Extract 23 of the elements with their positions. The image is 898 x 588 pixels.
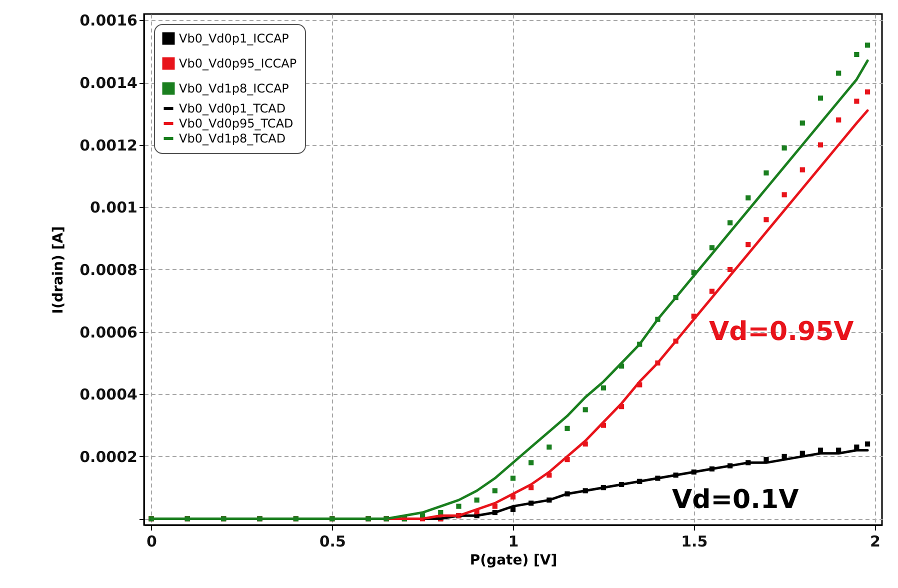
y-tick-label: 0.001 xyxy=(90,198,138,217)
legend-label: Vb0_Vd0p95_TCAD xyxy=(179,116,294,130)
y-tick-label: 0.0008 xyxy=(80,261,138,279)
y-axis-title: I(drain) [A] xyxy=(50,226,67,314)
y-tick-label: 0.0006 xyxy=(80,323,138,342)
legend-label: Vb0_Vd0p1_TCAD xyxy=(179,102,286,116)
y-tick-label: 0.0012 xyxy=(80,136,138,154)
x-tick-label: 1 xyxy=(508,532,519,550)
annotation: Vd=0.1V xyxy=(672,485,799,515)
x-axis-title: P(gate) [V] xyxy=(470,552,558,568)
x-tick-label: 1.5 xyxy=(681,532,708,550)
legend-label: Vb0_Vd1p8_TCAD xyxy=(179,132,286,146)
x-tick-label: 0 xyxy=(146,532,157,550)
legend-label: Vb0_Vd0p95_ICCAP xyxy=(179,56,297,70)
annotation: Vd=0.95V xyxy=(709,317,854,347)
legend-label: Vb0_Vd1p8_ICCAP xyxy=(179,82,289,96)
x-tick-label: 0.5 xyxy=(319,532,346,550)
y-tick-label: 0.0014 xyxy=(80,74,138,92)
x-tick-label: 2 xyxy=(870,532,880,550)
legend-label: Vb0_Vd0p1_ICCAP xyxy=(179,32,289,46)
y-tick-label: 0.0016 xyxy=(80,12,138,30)
y-tick-label: 0.0004 xyxy=(80,386,138,404)
y-tick-label: 0.0002 xyxy=(80,448,138,466)
